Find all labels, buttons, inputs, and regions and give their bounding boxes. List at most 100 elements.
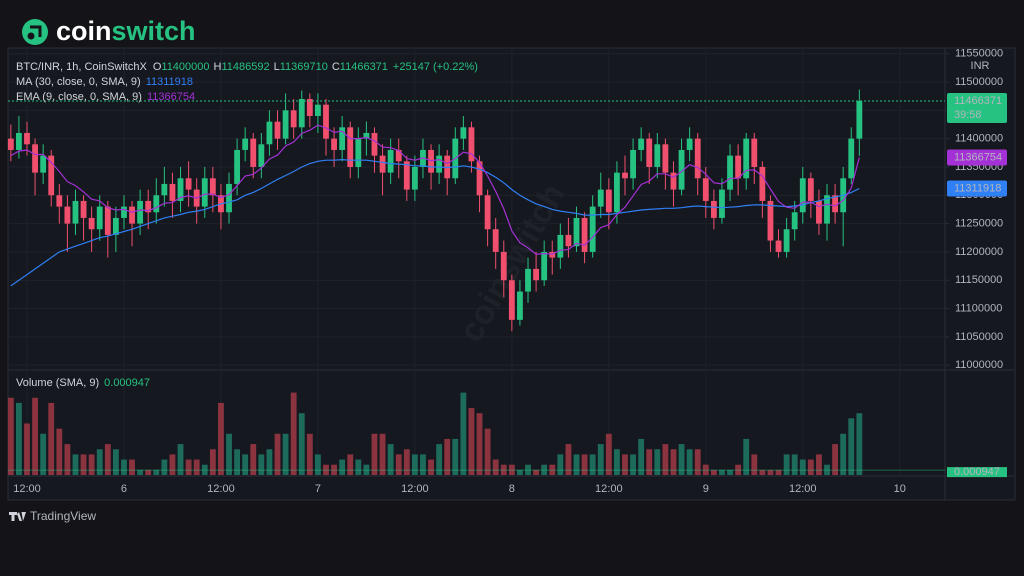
candle-body — [347, 127, 354, 167]
candle-body — [72, 200, 79, 224]
y-tick-label: 11200000 — [955, 246, 1003, 258]
volume-bar — [654, 449, 661, 475]
volume-bar — [533, 469, 540, 475]
logo-icon-dot — [27, 32, 35, 40]
candle-body — [387, 149, 394, 173]
candle-body — [541, 251, 548, 281]
ema-name: EMA (9, close, 0, SMA, 9) — [16, 91, 142, 103]
candle-body — [209, 178, 216, 196]
ohlc-letter: C — [332, 61, 340, 73]
volume-bar — [145, 469, 152, 475]
price-tags: 11000000 11050000 11100000 11150000 11200000… — [13, 48, 1007, 495]
candle-body — [112, 217, 119, 235]
candle-body — [282, 110, 289, 139]
y-axis-unit: INR — [971, 60, 990, 72]
candle-body — [96, 206, 103, 230]
candle-body — [169, 183, 176, 201]
volume-bar — [339, 459, 346, 475]
x-tick-label: 12:00 — [595, 483, 623, 495]
x-tick-label: 12:00 — [401, 483, 429, 495]
y-tick-label: 11050000 — [955, 331, 1003, 343]
candle-body — [719, 189, 725, 218]
candle-body — [185, 178, 192, 190]
volume-bar — [226, 433, 232, 475]
volume-bar — [613, 449, 620, 475]
candle-body — [638, 138, 645, 150]
candle-body — [371, 132, 378, 156]
ohlc-value: 11369710 — [280, 61, 328, 73]
volume-bar — [605, 433, 612, 475]
volume-bar — [428, 459, 434, 475]
candle-body — [500, 251, 507, 281]
candle-body — [759, 166, 766, 201]
candle-body — [242, 138, 249, 150]
volume-bar — [355, 459, 362, 475]
volume-bar — [476, 413, 483, 475]
marks — [7, 89, 945, 475]
candle-body — [678, 149, 685, 190]
last-price-label: 11466371 — [954, 95, 1002, 107]
candle-body — [201, 178, 208, 207]
volume-sma-tag-label: 0.000947 — [954, 466, 1000, 478]
volume-bar — [258, 454, 265, 475]
volume-bar — [395, 454, 402, 475]
volume-bar — [306, 433, 313, 475]
volume-bar — [783, 454, 790, 475]
candle-body — [694, 138, 701, 179]
volume-bar — [16, 402, 22, 475]
candle-body — [379, 155, 386, 173]
ma-tag-label: 11311918 — [954, 182, 1001, 194]
candle-body — [710, 200, 717, 218]
volume-bar — [371, 433, 378, 475]
volume-bar — [686, 449, 693, 475]
volume-bar — [24, 423, 30, 475]
candle-body — [395, 149, 402, 162]
volume-bar — [177, 444, 184, 475]
volume-bar — [710, 469, 717, 475]
ohlc-letter: H — [214, 61, 222, 73]
volume-bar — [597, 444, 604, 475]
candle-body — [517, 291, 523, 320]
candle-body — [274, 121, 281, 139]
candle-body — [355, 138, 362, 167]
symbol: BTC/INR, 1h, CoinSwitchX — [16, 61, 147, 73]
candle-body — [145, 200, 152, 213]
candle-body — [226, 183, 232, 213]
volume-bar — [387, 444, 394, 475]
volume-bar — [557, 454, 564, 475]
volume-bar — [112, 449, 119, 475]
x-tick-label: 9 — [703, 483, 709, 495]
volume-bar — [840, 433, 847, 475]
volume-bar — [468, 408, 475, 475]
legend-volume: Volume (SMA, 9) 0.000947 — [16, 377, 150, 389]
candle-body — [751, 138, 758, 167]
volume-bar — [314, 454, 321, 475]
candle-body — [80, 200, 87, 218]
volume-bar — [32, 397, 38, 475]
candle-body — [177, 178, 184, 201]
volume-bar — [727, 469, 733, 475]
volume-bar — [646, 449, 653, 475]
ohlc-value: 11400000 — [161, 61, 209, 73]
last-price-tag — [947, 93, 1007, 124]
footer-text: TradingView — [30, 509, 96, 523]
volume-bar — [791, 454, 798, 475]
ema-tag-label: 11366754 — [954, 151, 1002, 163]
candle-body — [161, 183, 168, 196]
ohlc-value: 11486592 — [221, 61, 269, 73]
candle-body — [339, 127, 346, 150]
volume-bar — [347, 454, 354, 475]
volume-bar — [185, 459, 192, 475]
volume-bar — [379, 433, 386, 475]
volume-bar — [403, 449, 410, 475]
volume-bar — [816, 454, 822, 475]
candle-body — [250, 138, 257, 167]
ohlc-letter: L — [274, 61, 280, 73]
volume-bar — [678, 444, 685, 475]
x-tick-label: 12:00 — [207, 483, 235, 495]
volume-bar — [411, 454, 418, 475]
volume-bar — [832, 444, 839, 475]
candle-body — [848, 138, 855, 179]
candle-body — [597, 189, 604, 207]
